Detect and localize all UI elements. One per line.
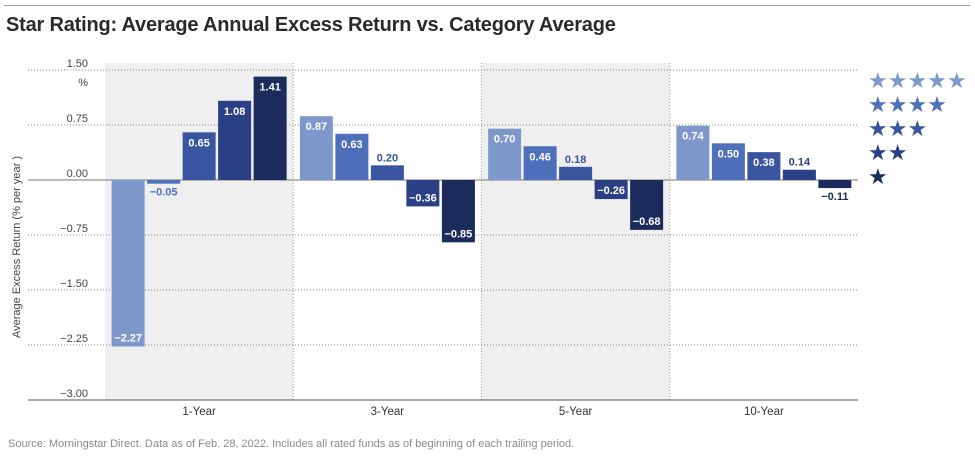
data-label: −0.85 [444, 228, 472, 240]
bar [747, 152, 781, 180]
bar [370, 165, 404, 180]
bar [335, 133, 369, 180]
bar [559, 166, 593, 180]
bar [676, 125, 710, 180]
data-label: 0.63 [341, 139, 362, 151]
chart-title: Star Rating: Average Annual Excess Retur… [6, 14, 616, 36]
data-label: −0.36 [409, 192, 437, 204]
y-tick-label: −3.00 [60, 388, 88, 400]
data-label: −0.68 [633, 216, 661, 228]
bar [218, 100, 252, 180]
bar [111, 180, 145, 347]
bar [782, 169, 816, 180]
y-tick-label: 1.50 [67, 58, 88, 70]
data-label: 0.20 [377, 152, 398, 164]
source-note: Source: Morningstar Direct. Data as of F… [8, 438, 575, 450]
data-label: 0.38 [753, 157, 774, 169]
data-label: −0.26 [597, 185, 625, 197]
data-label: −0.11 [821, 191, 848, 203]
y-unit-label: % [78, 77, 88, 89]
bar [182, 132, 216, 180]
data-label: 0.18 [565, 154, 586, 166]
data-label: −2.27 [114, 332, 142, 344]
bar [523, 146, 557, 180]
category-label: 3-Year [371, 406, 405, 418]
data-label: −0.05 [150, 187, 178, 199]
bar [630, 180, 664, 230]
data-label: 1.08 [224, 106, 245, 118]
data-label: 0.14 [789, 157, 811, 169]
bar [488, 128, 522, 180]
data-label: 0.87 [306, 121, 327, 133]
bar [406, 180, 440, 207]
legend-entry: ★★★★ [868, 92, 947, 117]
y-tick-label: −2.25 [60, 333, 88, 345]
data-label: 1.41 [259, 82, 280, 94]
data-label: 0.70 [494, 134, 515, 146]
data-label: 0.50 [718, 148, 739, 160]
data-label: 0.65 [188, 137, 209, 149]
bar [299, 116, 333, 180]
bar [594, 180, 628, 200]
bar [818, 180, 852, 189]
bar [711, 143, 745, 180]
legend-entry: ★★★★★ [868, 68, 967, 93]
y-axis-title: Average Excess Return (% per year ) [11, 156, 23, 338]
y-tick-label: −0.75 [60, 223, 88, 235]
y-tick-label: 0.00 [67, 168, 88, 180]
category-label: 1-Year [182, 406, 216, 418]
bar [147, 180, 181, 184]
data-label: 0.74 [682, 131, 704, 143]
y-tick-label: 0.75 [67, 113, 88, 125]
bar [253, 76, 287, 180]
legend-entry: ★★★ [868, 116, 927, 141]
legend-entry: ★ [868, 164, 888, 189]
y-tick-label: −1.50 [60, 278, 88, 290]
top-rule [4, 5, 970, 6]
bar [441, 180, 475, 243]
panel-shade [481, 63, 670, 400]
category-label: 10-Year [744, 406, 784, 418]
legend-entry: ★★ [868, 140, 907, 165]
data-label: 0.46 [529, 151, 550, 163]
category-label: 5-Year [559, 406, 593, 418]
